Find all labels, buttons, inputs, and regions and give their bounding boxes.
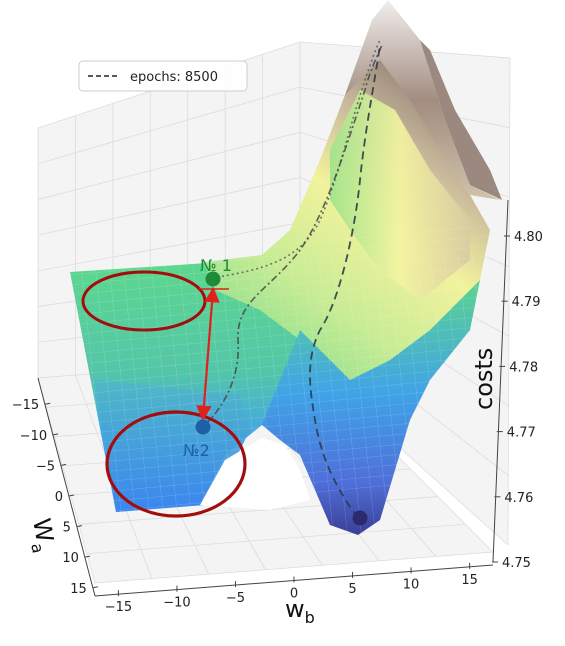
y-tick-label: 10 bbox=[62, 551, 79, 566]
comparison-arrow bbox=[196, 286, 220, 422]
x-tick-label: 10 bbox=[403, 577, 420, 592]
label-no2: №2 bbox=[183, 441, 210, 460]
y-tick-label: 0 bbox=[55, 490, 63, 505]
x-tick-label: −10 bbox=[163, 596, 190, 611]
optimization-paths bbox=[204, 39, 383, 519]
x-tick-label: 15 bbox=[461, 573, 478, 588]
point-no1 bbox=[205, 271, 221, 287]
z-tick-label: 4.75 bbox=[502, 556, 531, 571]
axis-titles: wb Wa costs bbox=[23, 348, 498, 627]
surface-peak-right bbox=[420, 40, 502, 200]
z-axis-line bbox=[492, 199, 509, 563]
surface-hollow bbox=[200, 438, 310, 510]
minimum-points: № 1 №2 bbox=[183, 256, 368, 526]
z-axis-title: costs bbox=[470, 348, 498, 410]
legend-box bbox=[78, 60, 248, 92]
point-global-min bbox=[352, 510, 368, 526]
z-tick-label: 4.80 bbox=[514, 230, 543, 245]
axes: −15 −10 −5 0 5 10 15 −15 −10 −5 0 5 10 15 4.75 4.76 4.77… bbox=[12, 199, 543, 615]
y-tick-label: −10 bbox=[20, 429, 47, 444]
legend-label: epochs: 8500 bbox=[130, 70, 218, 85]
z-tick-label: 4.78 bbox=[509, 360, 538, 375]
y-tick-label: 15 bbox=[70, 582, 87, 597]
z-tick-label: 4.77 bbox=[507, 426, 536, 441]
surface-valley bbox=[262, 280, 480, 535]
surface-peak bbox=[345, 0, 500, 200]
legend: epochs: 8500 bbox=[78, 60, 248, 92]
label-no1: № 1 bbox=[200, 256, 232, 275]
y-axis-title: Wa bbox=[23, 516, 60, 555]
z-tick-label: 4.76 bbox=[504, 491, 533, 506]
y-tick-label: −15 bbox=[12, 398, 39, 413]
path-dashed bbox=[309, 44, 381, 519]
x-axis-title: wb bbox=[285, 595, 315, 627]
x-tick-label: −5 bbox=[226, 591, 245, 606]
x-tick-label: −15 bbox=[105, 600, 132, 615]
highlight-ellipse-2 bbox=[105, 410, 247, 518]
y-tick-label: −5 bbox=[36, 459, 55, 474]
y-axis-line bbox=[37, 377, 96, 597]
y-tick-label: 5 bbox=[63, 521, 71, 536]
point-no2 bbox=[195, 419, 211, 435]
x-tick-label: 5 bbox=[348, 582, 356, 597]
path-dashdot bbox=[204, 44, 383, 426]
x-tick-label: 0 bbox=[290, 587, 298, 602]
z-tick-label: 4.79 bbox=[512, 295, 541, 310]
